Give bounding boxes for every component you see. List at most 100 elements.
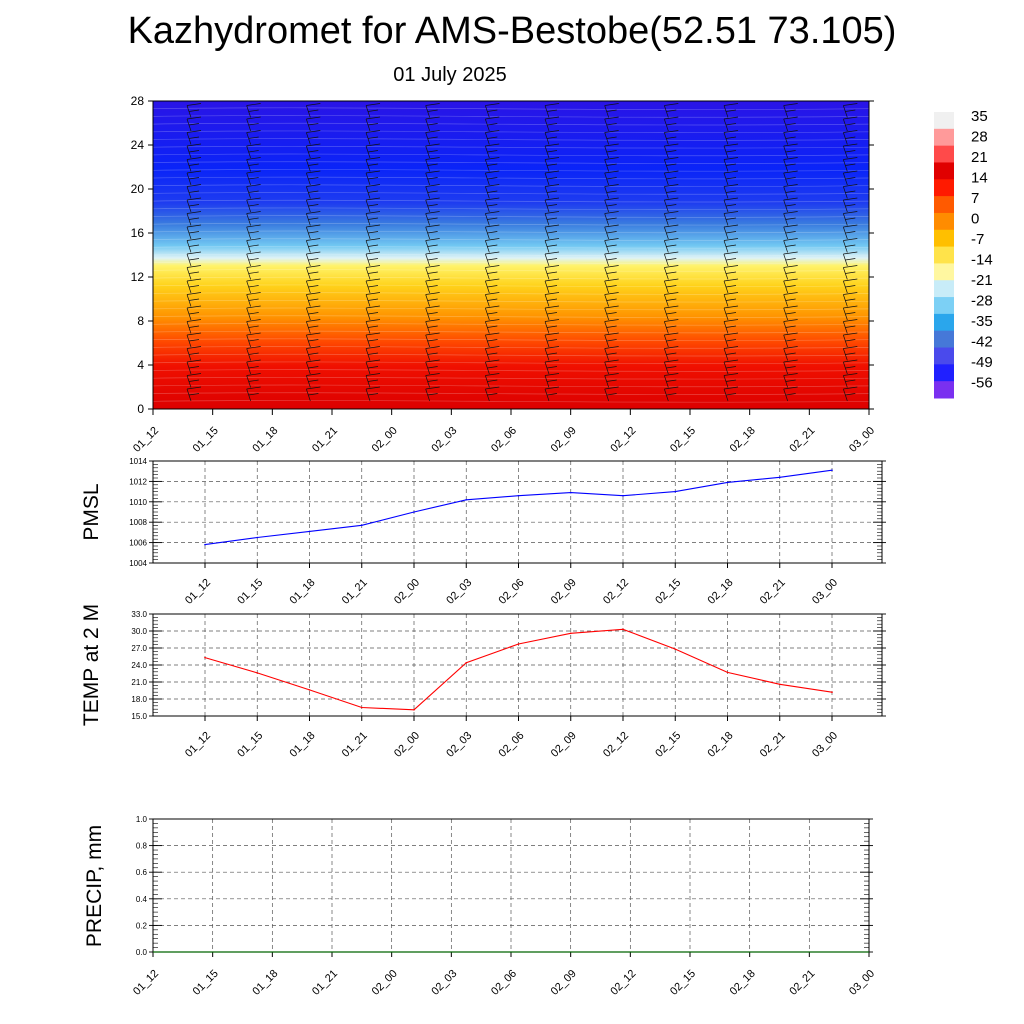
x-tick-label: 01_21 [340, 730, 370, 760]
wind-barb [783, 184, 798, 199]
wind-barb [186, 184, 202, 199]
wind-barb [365, 278, 381, 294]
x-tick-label: 02_15 [668, 425, 698, 455]
data-point [204, 543, 206, 546]
wind-barb [604, 238, 619, 253]
contour-line [152, 253, 870, 257]
wind-barb [186, 346, 202, 361]
colorbar-swatch [934, 364, 954, 382]
wind-barb [365, 157, 381, 172]
wind-barb [186, 373, 202, 388]
y-tick-label: 18.0 [131, 695, 147, 704]
wind-barb [485, 278, 500, 294]
colorbar-label: -14 [971, 252, 993, 269]
wind-barb [246, 238, 261, 253]
y-tick-label: 1.0 [136, 815, 148, 824]
contour-line [152, 222, 870, 226]
wind-barb [544, 359, 560, 375]
wind-barb [604, 278, 619, 294]
y-tick-label: 1006 [129, 539, 147, 548]
wind-barb [783, 197, 798, 213]
wind-barb [664, 332, 679, 348]
contour-line [152, 238, 870, 241]
wind-barb [723, 197, 739, 213]
wind-barb [425, 319, 440, 334]
contour-line [152, 192, 870, 195]
wind-barb [544, 103, 560, 118]
wind-barb [604, 143, 619, 159]
wind-barb [664, 197, 679, 213]
y-axis-label: TEMP at 2 M [80, 604, 103, 726]
contour-line [152, 230, 870, 234]
x-tick-label: 02_00 [370, 425, 400, 455]
wind-barb [186, 359, 202, 375]
data-point [413, 708, 415, 711]
colorbar-label: -42 [971, 334, 993, 351]
wind-barb [246, 197, 261, 213]
data-point [517, 494, 520, 497]
wind-barb [604, 211, 619, 226]
y-tick-label: 24 [131, 138, 145, 152]
wind-barb [604, 319, 619, 334]
wind-barb [246, 103, 261, 118]
contour-line [152, 299, 870, 303]
x-tick-label: 02_06 [489, 968, 519, 998]
colorbar-swatch [934, 347, 954, 365]
wind-barb [723, 292, 739, 307]
wind-barb [783, 103, 798, 118]
wind-barb [664, 143, 679, 159]
contour-line [152, 199, 870, 203]
wind-barb [544, 143, 560, 159]
wind-barb [485, 292, 500, 307]
wind-barb [664, 265, 679, 280]
wind-barb [306, 143, 321, 159]
wind-barb [604, 386, 619, 402]
colorbar-label: 21 [971, 149, 988, 166]
wind-barb [246, 143, 261, 159]
contour-line [152, 392, 870, 395]
colorbar-label: -56 [971, 375, 993, 392]
colorbar-swatch [934, 297, 954, 315]
wind-barb [783, 386, 798, 402]
x-tick-label: 01_18 [250, 968, 280, 998]
wind-barb [425, 251, 440, 267]
wind-barb [723, 224, 739, 240]
wind-barb [783, 278, 798, 294]
wind-barb [186, 170, 202, 186]
pmsl-panel: 1004 1006 1008 1010 1012 1014 01_12 01_15 01_18 0… [80, 457, 886, 607]
x-tick-label: 02_12 [601, 730, 631, 760]
data-point [674, 490, 677, 493]
contour-line [152, 215, 870, 218]
colorbar-swatch [934, 212, 954, 231]
wind-barb [544, 197, 560, 213]
wind-barb [544, 386, 560, 402]
wind-barb [425, 143, 440, 159]
wind-barb [365, 116, 381, 132]
colorbar-swatch [934, 330, 954, 349]
contour-line [152, 361, 870, 365]
wind-barb [783, 211, 798, 226]
wind-barb [485, 386, 500, 402]
x-tick-label: 01_21 [340, 577, 370, 607]
wind-barb [723, 184, 739, 199]
y-tick-label: 0.4 [136, 895, 148, 904]
wind-barb [246, 373, 261, 388]
wind-barb [365, 238, 381, 253]
data-point [831, 691, 833, 693]
series-line [204, 628, 833, 711]
wind-barb [306, 103, 321, 118]
x-tick-label: 01_12 [131, 425, 161, 455]
wind-barb [604, 346, 619, 361]
x-tick-label: 02_00 [392, 577, 422, 607]
wind-barb [365, 224, 381, 240]
wind-barb [365, 373, 381, 388]
data-point [360, 706, 363, 709]
wind-barb [306, 224, 321, 240]
wind-barb [485, 211, 500, 226]
wind-barb [843, 157, 858, 172]
contour-line [152, 346, 870, 349]
y-tick-label: 28 [131, 94, 145, 108]
wind-barb [186, 238, 202, 253]
wind-barb [544, 130, 560, 145]
contour-line [152, 261, 870, 264]
